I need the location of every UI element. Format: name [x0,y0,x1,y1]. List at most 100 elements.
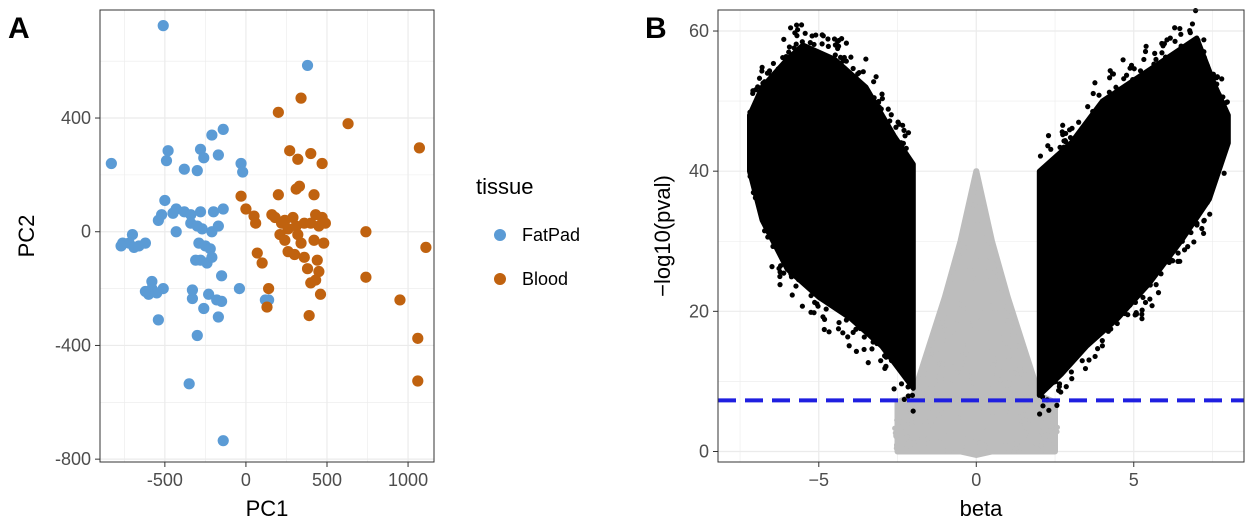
nonsig-point [954,405,960,411]
point-fatpad [217,203,229,215]
nonsig-point [1009,332,1016,338]
sig-point [843,317,849,323]
sig-point [850,329,856,335]
sig-point [887,118,893,124]
sig-point [1063,153,1069,159]
nonsig-point [1006,305,1012,311]
sig-point [898,381,905,387]
nonsig-point [1035,405,1041,411]
nonsig-point [919,435,925,442]
sig-point [888,357,895,364]
nonsig-point [977,201,983,207]
nonsig-point [938,320,944,326]
sig-point [857,83,863,90]
point-blood [279,234,291,246]
sig-point [1056,383,1062,390]
sig-point [1105,328,1111,334]
nonsig-point [1041,434,1047,440]
point-fatpad [196,223,208,235]
sig-point [809,33,815,39]
sig-point [1158,271,1164,277]
nonsig-point [950,269,956,275]
sig-point [759,64,765,70]
sig-point [1099,343,1105,349]
sig-point [1111,93,1117,99]
sig-point [1143,43,1149,49]
sig-point [812,299,818,306]
sig-point [878,358,884,364]
sig-point [747,109,753,115]
point-fatpad [185,209,197,221]
nonsig-point [999,287,1005,293]
nonsig-point [988,327,994,333]
sig-point [1181,247,1188,253]
point-blood [360,226,372,238]
sig-point [1040,403,1046,409]
nonsig-point [1003,408,1009,415]
sig-point [1063,139,1069,145]
point-fatpad [139,237,151,249]
nonsig-point [945,429,951,435]
sig-point [798,22,805,28]
sig-point [1063,384,1069,390]
sig-point [1069,149,1075,155]
x-tick-label: 5 [1129,470,1139,490]
sig-point [777,282,783,288]
sig-point [1192,206,1199,213]
sig-point [871,79,877,85]
point-blood [319,217,331,229]
sig-point [752,195,758,201]
nonsig-point [943,373,949,380]
sig-point [846,343,852,349]
sig-point [1192,41,1198,47]
nonsig-point [961,244,968,251]
sig-point [765,234,771,240]
point-fatpad [126,228,139,241]
nonsig-point [971,202,977,208]
sig-point [1162,66,1168,72]
sig-point [879,95,885,102]
ticks-b: −5 0 5 0 20 40 60 [689,21,1139,490]
nonsig-point [1013,362,1019,368]
nonsig-point [1009,381,1015,387]
nonsig-point [933,356,939,362]
sig-point [1145,277,1151,283]
legend-title: tissue [476,174,533,199]
nonsig-point [901,403,907,409]
sig-point [835,326,842,332]
nonsig-point [1037,448,1043,454]
sig-point [1204,63,1210,69]
sig-point [1191,239,1197,245]
sig-point [762,228,768,234]
nonsig-point [987,278,993,284]
nonsig-point [1010,441,1016,447]
sig-point [873,74,879,80]
sig-point [905,130,912,136]
sig-point [1046,407,1052,413]
sig-point [879,336,886,342]
ticks-a: -500 0 500 1000 -800 -400 0 400 [55,108,428,490]
sig-point [792,30,798,36]
point-blood [295,92,307,104]
point-fatpad [157,20,169,32]
point-blood [272,106,284,118]
sig-point [796,277,802,283]
nonsig-point [988,381,994,388]
sig-point [1099,113,1106,119]
sig-point [1152,50,1158,56]
nonsig-point [966,250,972,257]
sig-point [1201,49,1207,55]
nonsig-point [971,189,977,195]
sig-point [1067,134,1074,141]
sig-point [1172,240,1178,246]
sig-point [871,95,877,101]
x-tick-label: 1000 [388,470,428,490]
sig-point [837,54,844,61]
sig-point [1175,258,1181,264]
point-fatpad [191,165,203,177]
nonsig-point [904,441,910,447]
nonsig-point [897,402,903,409]
sig-point [819,32,825,38]
nonsig-point [944,308,950,315]
sig-point [1090,90,1096,97]
